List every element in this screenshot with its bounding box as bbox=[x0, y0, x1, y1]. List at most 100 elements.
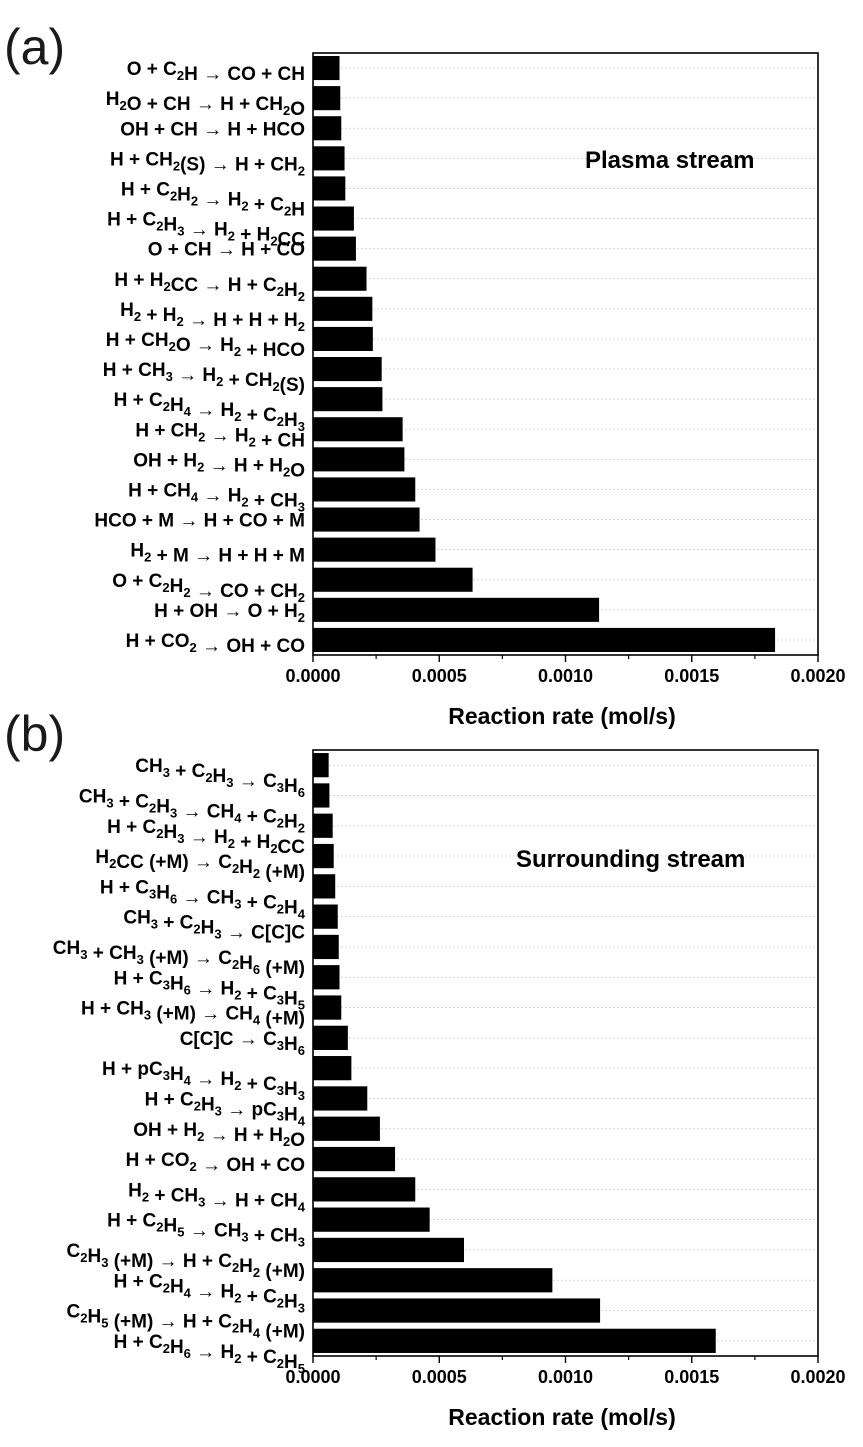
bar bbox=[313, 477, 416, 502]
bar bbox=[313, 507, 420, 532]
bar bbox=[313, 1207, 430, 1232]
bar bbox=[313, 1056, 352, 1081]
plot-frame bbox=[312, 749, 819, 1357]
x-tick-label: 0.0020 bbox=[790, 1367, 845, 1387]
category-label: CH3 + C2H3 → C3H6 bbox=[135, 756, 305, 800]
category-label: H + CH3 → H2 + CH2(S) bbox=[103, 360, 305, 396]
category-label: H + CH4 → H2 + CH3 bbox=[128, 480, 305, 514]
category-label: H + C3H6 → H2 + C3H5 bbox=[114, 968, 305, 1012]
category-label: H + C2H6 → H2 + C2H5 bbox=[114, 1332, 305, 1376]
category-label: H + C2H3 → pC3H4 bbox=[145, 1089, 306, 1128]
category-label: CH3 + CH3 (+M) → C2H6 (+M) bbox=[53, 938, 305, 979]
bar bbox=[313, 1268, 553, 1293]
x-tick-label: 0.0020 bbox=[790, 666, 845, 686]
bar bbox=[313, 1025, 348, 1050]
panel-label: (a) bbox=[4, 19, 65, 75]
bar bbox=[313, 176, 346, 201]
bar bbox=[313, 1237, 464, 1263]
bar bbox=[313, 1086, 368, 1111]
bar bbox=[313, 326, 373, 351]
category-label: O + C2H2 → CO + CH2 bbox=[112, 571, 305, 605]
bar bbox=[313, 1177, 416, 1202]
category-label: C[C]C → C3H6 bbox=[180, 1029, 305, 1058]
bar bbox=[313, 753, 329, 778]
bar bbox=[313, 417, 403, 442]
bar bbox=[313, 447, 405, 472]
category-label: C2H3 (+M) → H + C2H2 (+M) bbox=[66, 1241, 305, 1282]
bar bbox=[313, 537, 436, 562]
bar bbox=[313, 874, 336, 899]
bar bbox=[313, 843, 334, 869]
x-tick-label: 0.0015 bbox=[664, 666, 719, 686]
category-label: H + pC3H4 → H2 + C3H3 bbox=[102, 1059, 305, 1103]
category-label: OH + CH → H + HCO bbox=[120, 119, 305, 140]
category-label: H + CO2 → OH + CO bbox=[126, 1150, 305, 1176]
category-label: H + OH → O + H2 bbox=[154, 601, 305, 625]
category-label: H2 + M → H + H + M bbox=[130, 541, 305, 567]
bar bbox=[313, 236, 356, 261]
category-label: O + C2H → CO + CH bbox=[127, 59, 305, 85]
category-label: H + C3H6 → CH3 + C2H4 bbox=[100, 877, 306, 921]
category-label: H + CH2 → H2 + CH bbox=[135, 420, 305, 451]
x-axis-title: Reaction rate (mol/s) bbox=[448, 703, 676, 729]
category-label: H + CH2(S) → H + CH2 bbox=[110, 149, 305, 178]
category-label: H + H2CC → H + C2H2 bbox=[114, 270, 305, 304]
category-label: HCO + M → H + CO + M bbox=[94, 511, 305, 532]
category-label: OH + H2 → H + H2O bbox=[133, 1120, 305, 1151]
bar bbox=[313, 965, 340, 990]
bar bbox=[313, 116, 342, 141]
bar bbox=[313, 206, 354, 231]
category-label: H + C2H5 → CH3 + CH3 bbox=[107, 1211, 305, 1250]
category-label: H2CC (+M) → C2H2 (+M) bbox=[95, 847, 305, 883]
bar bbox=[313, 1298, 601, 1323]
bar bbox=[313, 627, 776, 652]
category-label: H + CO2 → OH + CO bbox=[126, 631, 305, 657]
category-label: CH3 + C2H3 → C[C]C bbox=[123, 908, 305, 944]
bar bbox=[313, 904, 338, 929]
category-label: H + CH2O → H2 + HCO bbox=[106, 330, 305, 361]
plot-frame bbox=[312, 52, 819, 656]
bar bbox=[313, 357, 382, 382]
category-label: H + C2H2 → H2 + C2H bbox=[121, 179, 305, 220]
category-label: H + CH3 (+M) → CH4 (+M) bbox=[81, 999, 305, 1030]
bar bbox=[313, 56, 340, 81]
bar bbox=[313, 387, 383, 412]
bar bbox=[313, 995, 342, 1020]
bar bbox=[313, 86, 341, 111]
x-tick-label: 0.0005 bbox=[412, 1367, 467, 1387]
category-label: H + C2H4 → H2 + C2H3 bbox=[114, 390, 305, 434]
bar bbox=[313, 296, 373, 321]
bar bbox=[313, 266, 367, 291]
category-label: CH3 + C2H3 → CH4 + C2H2 bbox=[79, 786, 305, 835]
category-label: C2H5 (+M) → H + C2H4 (+M) bbox=[66, 1302, 305, 1343]
stream-annotation: Plasma stream bbox=[585, 147, 754, 174]
category-label: H + C2H3 → H2 + H2CC bbox=[107, 210, 305, 251]
bar bbox=[313, 1328, 716, 1353]
bar bbox=[313, 934, 339, 960]
x-tick-label: 0.0015 bbox=[664, 1367, 719, 1387]
x-tick-label: 0.0010 bbox=[538, 666, 593, 686]
x-tick-label: 0.0010 bbox=[538, 1367, 593, 1387]
bar bbox=[313, 567, 473, 592]
category-label: OH + H2 → H + H2O bbox=[133, 450, 305, 481]
bar bbox=[313, 597, 600, 622]
category-label: H + C2H4 → H2 + C2H3 bbox=[114, 1271, 305, 1315]
panel-label: (b) bbox=[4, 706, 65, 762]
bar bbox=[313, 1146, 396, 1172]
bar bbox=[313, 813, 333, 838]
category-label: H2 + CH3 → H + CH4 bbox=[128, 1180, 306, 1214]
category-label: H2 + H2 → H + H + H2 bbox=[120, 300, 305, 334]
x-tick-label: 0.0000 bbox=[285, 1367, 340, 1387]
stream-annotation: Surrounding stream bbox=[516, 846, 745, 873]
category-label: H + C2H3 → H2 + H2CC bbox=[107, 817, 305, 858]
bar bbox=[313, 1116, 380, 1141]
category-label: O + CH → H + CO bbox=[148, 240, 305, 261]
bar bbox=[313, 783, 330, 808]
category-label: H2O + CH → H + CH2O bbox=[106, 89, 305, 120]
x-tick-label: 0.0000 bbox=[285, 666, 340, 686]
x-axis-title: Reaction rate (mol/s) bbox=[448, 1404, 676, 1430]
x-tick-label: 0.0005 bbox=[412, 666, 467, 686]
